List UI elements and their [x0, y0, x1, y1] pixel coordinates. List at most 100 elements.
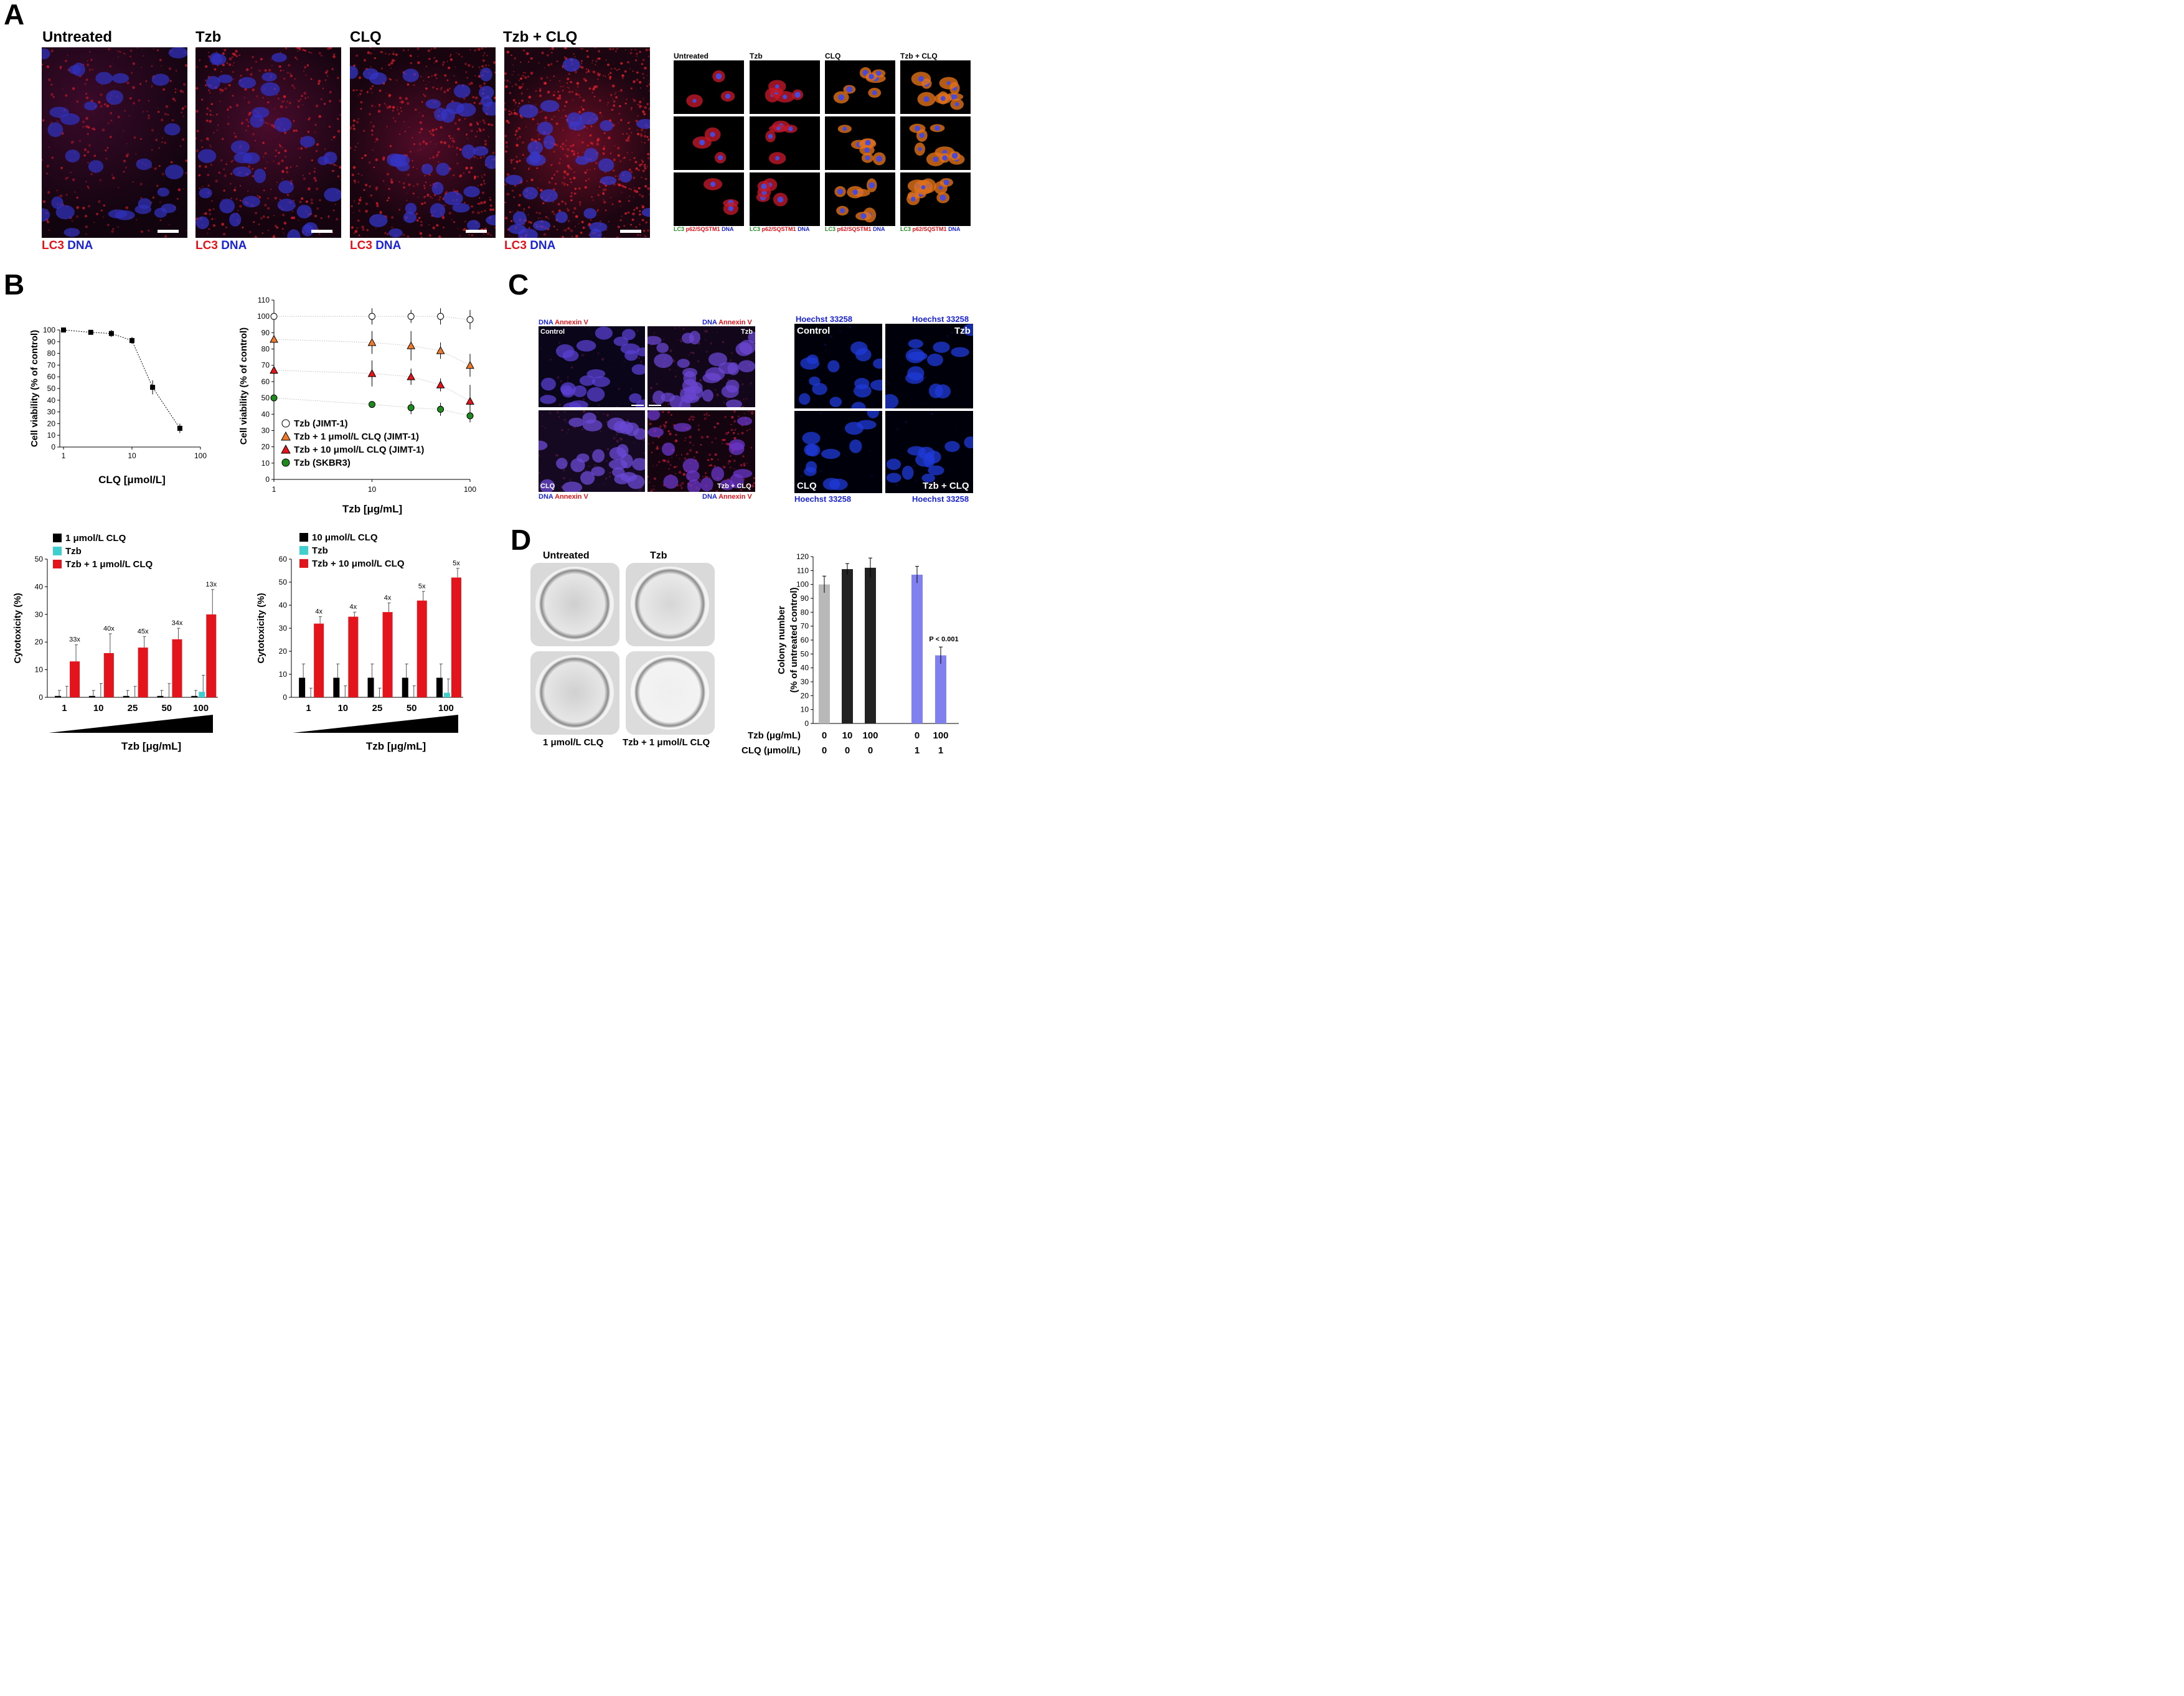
nucleus [115, 210, 135, 220]
x-tick-label: 10 [128, 451, 136, 460]
fluorescent-puncta [208, 209, 212, 212]
fluorescent-puncta [237, 210, 239, 211]
fluorescent-puncta [419, 121, 423, 125]
fluorescent-puncta [606, 448, 610, 451]
fluorescent-puncta [504, 72, 507, 75]
fluorescent-puncta [508, 110, 511, 112]
nucleus [933, 156, 939, 163]
fluorescent-puncta [293, 87, 296, 89]
fluorescent-puncta [109, 65, 112, 68]
fluorescent-puncta [558, 110, 560, 111]
fluorescent-puncta [247, 125, 249, 128]
fold-annotation: 33x [69, 636, 80, 644]
hoechst-footer: Hoechst 33258 [912, 494, 969, 504]
fluorescent-puncta [730, 423, 732, 426]
fluorescent-puncta [425, 87, 426, 89]
fluorescent-puncta [541, 110, 543, 113]
fluorescent-puncta [463, 172, 464, 174]
fluorescent-puncta [267, 101, 270, 104]
fluorescent-puncta [489, 208, 492, 211]
fluorescent-puncta [450, 58, 453, 61]
fluorescent-puncta [632, 98, 634, 100]
fluorescent-puncta [527, 214, 529, 215]
fluorescent-puncta [733, 459, 736, 463]
fluorescent-puncta [567, 164, 570, 167]
fluorescent-puncta [320, 98, 322, 100]
fluorescent-puncta [171, 119, 174, 122]
fluorescent-puncta [112, 228, 115, 230]
fluorescent-puncta [482, 59, 486, 62]
y-tick-label: 50 [261, 393, 270, 402]
fluorescent-puncta [366, 91, 369, 93]
fluorescent-puncta [448, 134, 451, 138]
fluorescent-puncta [275, 155, 277, 158]
y-tick-label: 10 [801, 705, 809, 714]
fluorescent-puncta [452, 146, 454, 148]
fluorescent-puncta [506, 79, 509, 82]
fluorescent-puncta [477, 185, 479, 187]
fluorescent-puncta [746, 430, 748, 431]
fluorescent-puncta [56, 189, 58, 192]
fluorescent-puncta [446, 60, 449, 62]
nucleus [598, 158, 614, 172]
fluorescent-puncta [126, 81, 129, 85]
fluorescent-puncta [642, 73, 644, 75]
fluorescent-puncta [618, 184, 620, 186]
fluorescent-puncta [106, 147, 109, 149]
row-value: 10 [842, 730, 853, 741]
row-value: 100 [862, 730, 878, 741]
fluorescent-puncta [486, 232, 490, 235]
fluorescent-puncta [680, 340, 683, 342]
fluorescent-puncta [615, 92, 617, 93]
fluorescent-puncta [434, 73, 437, 77]
fluorescent-puncta [572, 153, 576, 156]
fluorescent-puncta [620, 62, 623, 65]
fluorescent-puncta [562, 229, 564, 231]
fluorescent-puncta [643, 113, 646, 116]
fluorescent-puncta [593, 95, 596, 98]
fluorescent-puncta [505, 85, 508, 88]
fluorescent-puncta [605, 477, 608, 480]
fluorescent-puncta [547, 218, 549, 220]
fluorescent-puncta [476, 131, 478, 133]
fluorescent-puncta [46, 65, 50, 68]
fluorescent-puncta [169, 80, 172, 82]
fluorescent-puncta [743, 412, 745, 415]
fluorescent-puncta [553, 213, 555, 215]
y-tick-label: 40 [35, 582, 44, 591]
fluorescent-puncta [588, 87, 591, 90]
micrograph-texture [834, 178, 877, 223]
data-point [369, 401, 375, 408]
fluorescent-puncta [234, 135, 237, 138]
fluorescent-puncta [512, 64, 514, 66]
fluorescent-puncta [567, 209, 570, 212]
fluorescent-puncta [209, 113, 212, 116]
fluorescent-puncta [571, 149, 573, 153]
fluorescent-puncta [154, 167, 157, 171]
fluorescent-puncta [555, 182, 557, 185]
fluorescent-puncta [260, 217, 263, 220]
fluorescent-puncta [737, 433, 739, 435]
p62-micrograph [825, 60, 895, 114]
nucleus [612, 467, 625, 478]
fluorescent-puncta [482, 179, 485, 182]
fluorescent-puncta [819, 469, 822, 473]
fluorescent-puncta [620, 205, 621, 207]
fluorescent-puncta [609, 75, 612, 78]
nucleus [885, 393, 899, 408]
fluorescent-puncta [389, 144, 392, 148]
fluorescent-puncta [553, 151, 555, 153]
fluorescent-puncta [563, 170, 567, 174]
nucleus [42, 48, 50, 60]
fluorescent-puncta [76, 205, 80, 209]
fluorescent-puncta [722, 341, 725, 344]
annexin-header: DNA Annexin V [702, 319, 752, 326]
fluorescent-puncta [482, 119, 485, 122]
fluorescent-puncta [641, 163, 643, 166]
fluorescent-puncta [575, 215, 578, 219]
fluorescent-puncta [151, 128, 154, 132]
fluorescent-puncta [630, 87, 633, 90]
nucleus [876, 156, 883, 162]
nucleus [479, 67, 492, 82]
fluorescent-puncta [710, 342, 713, 345]
